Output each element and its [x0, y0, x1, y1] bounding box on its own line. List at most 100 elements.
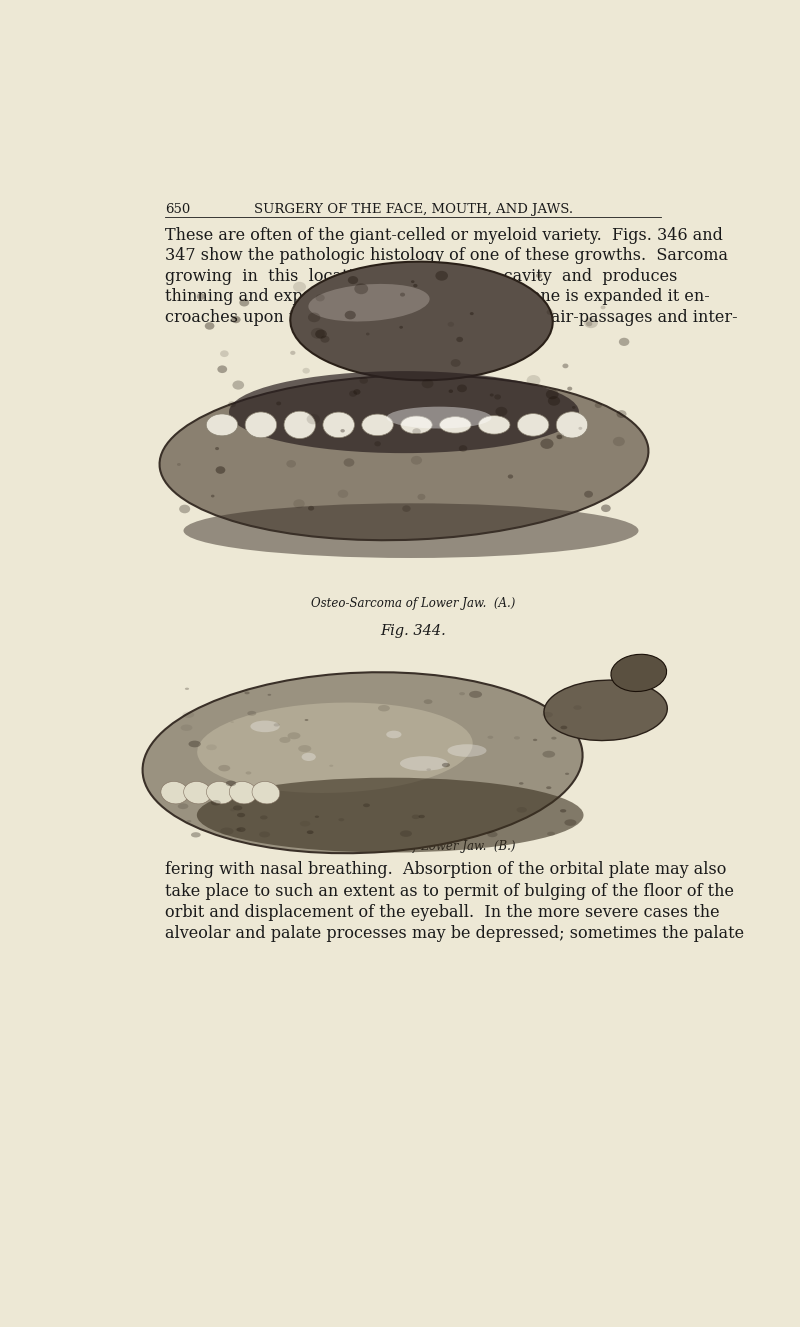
Ellipse shape — [345, 311, 356, 320]
Ellipse shape — [183, 503, 638, 557]
Ellipse shape — [259, 832, 270, 837]
Ellipse shape — [185, 687, 189, 690]
Ellipse shape — [338, 819, 344, 821]
Ellipse shape — [584, 317, 598, 328]
Ellipse shape — [442, 763, 450, 767]
Ellipse shape — [412, 815, 420, 819]
Ellipse shape — [226, 780, 236, 786]
Ellipse shape — [617, 410, 626, 418]
Ellipse shape — [508, 475, 513, 479]
Text: Osteo-Sarcoma of Lower Jaw.  (B.): Osteo-Sarcoma of Lower Jaw. (B.) — [311, 840, 515, 853]
Ellipse shape — [287, 733, 301, 739]
Ellipse shape — [556, 433, 564, 439]
Ellipse shape — [245, 411, 277, 438]
Ellipse shape — [546, 787, 551, 790]
Ellipse shape — [306, 414, 320, 425]
Ellipse shape — [560, 809, 566, 812]
Text: Osteo-Sarcoma of Lower Jaw.  (A.): Osteo-Sarcoma of Lower Jaw. (A.) — [311, 597, 515, 609]
Ellipse shape — [514, 736, 520, 739]
Text: 347 show the pathologic histology of one of these growths.  Sarcoma: 347 show the pathologic histology of one… — [165, 247, 728, 264]
Text: Fig. 344.: Fig. 344. — [380, 624, 446, 637]
Ellipse shape — [526, 376, 541, 386]
Ellipse shape — [286, 460, 296, 467]
Ellipse shape — [184, 782, 211, 804]
Ellipse shape — [323, 413, 354, 438]
Ellipse shape — [274, 723, 280, 727]
Ellipse shape — [495, 407, 507, 417]
Ellipse shape — [459, 693, 465, 695]
Ellipse shape — [308, 284, 430, 321]
Ellipse shape — [494, 394, 501, 399]
Ellipse shape — [354, 389, 361, 394]
Ellipse shape — [378, 705, 390, 711]
Ellipse shape — [565, 772, 569, 775]
Text: fering with nasal breathing.  Absorption of the orbital plate may also: fering with nasal breathing. Absorption … — [165, 861, 726, 878]
Ellipse shape — [314, 816, 319, 817]
Ellipse shape — [546, 389, 558, 399]
Ellipse shape — [519, 782, 523, 784]
Ellipse shape — [142, 673, 582, 853]
Ellipse shape — [237, 827, 246, 832]
Ellipse shape — [228, 401, 236, 407]
Ellipse shape — [490, 393, 494, 397]
Ellipse shape — [315, 329, 327, 338]
Ellipse shape — [237, 813, 245, 817]
Ellipse shape — [556, 411, 588, 438]
Ellipse shape — [302, 368, 310, 374]
Ellipse shape — [611, 654, 666, 691]
Ellipse shape — [564, 819, 577, 825]
Ellipse shape — [216, 466, 226, 474]
Ellipse shape — [542, 711, 553, 718]
Text: These are often of the giant-celled or myeloid variety.  Figs. 346 and: These are often of the giant-celled or m… — [165, 227, 723, 244]
Ellipse shape — [459, 445, 467, 451]
Ellipse shape — [178, 803, 188, 809]
Ellipse shape — [267, 694, 271, 695]
Text: 650: 650 — [165, 203, 190, 216]
Ellipse shape — [544, 681, 667, 740]
Ellipse shape — [469, 691, 482, 698]
Ellipse shape — [235, 828, 241, 831]
Ellipse shape — [601, 305, 606, 309]
Ellipse shape — [601, 504, 610, 512]
Ellipse shape — [344, 458, 354, 467]
Ellipse shape — [230, 721, 234, 723]
Ellipse shape — [540, 439, 554, 449]
Ellipse shape — [220, 350, 229, 357]
Ellipse shape — [290, 350, 295, 354]
Ellipse shape — [551, 736, 557, 739]
Ellipse shape — [422, 380, 434, 389]
Ellipse shape — [189, 740, 201, 747]
Ellipse shape — [411, 456, 422, 464]
Ellipse shape — [233, 381, 244, 390]
Ellipse shape — [594, 402, 602, 409]
Ellipse shape — [363, 803, 370, 807]
Ellipse shape — [302, 752, 316, 760]
Ellipse shape — [300, 821, 310, 827]
Ellipse shape — [186, 820, 191, 823]
Ellipse shape — [218, 764, 230, 771]
Ellipse shape — [578, 427, 582, 430]
Ellipse shape — [386, 731, 402, 738]
Ellipse shape — [233, 805, 242, 811]
Ellipse shape — [197, 778, 583, 852]
Ellipse shape — [487, 832, 498, 837]
Ellipse shape — [191, 832, 201, 837]
Ellipse shape — [584, 491, 593, 498]
Ellipse shape — [447, 744, 486, 756]
Ellipse shape — [276, 402, 281, 405]
Ellipse shape — [613, 437, 625, 446]
Ellipse shape — [418, 494, 426, 500]
Ellipse shape — [362, 414, 394, 435]
Text: SURGERY OF THE FACE, MOUTH, AND JAWS.: SURGERY OF THE FACE, MOUTH, AND JAWS. — [254, 203, 573, 216]
Ellipse shape — [533, 739, 538, 740]
Ellipse shape — [450, 360, 461, 366]
Ellipse shape — [298, 744, 311, 752]
Ellipse shape — [359, 377, 368, 384]
Ellipse shape — [308, 313, 320, 322]
Ellipse shape — [179, 504, 190, 514]
Ellipse shape — [290, 261, 553, 381]
Ellipse shape — [547, 832, 555, 836]
Ellipse shape — [231, 316, 241, 324]
Ellipse shape — [413, 284, 418, 287]
Ellipse shape — [402, 506, 410, 512]
